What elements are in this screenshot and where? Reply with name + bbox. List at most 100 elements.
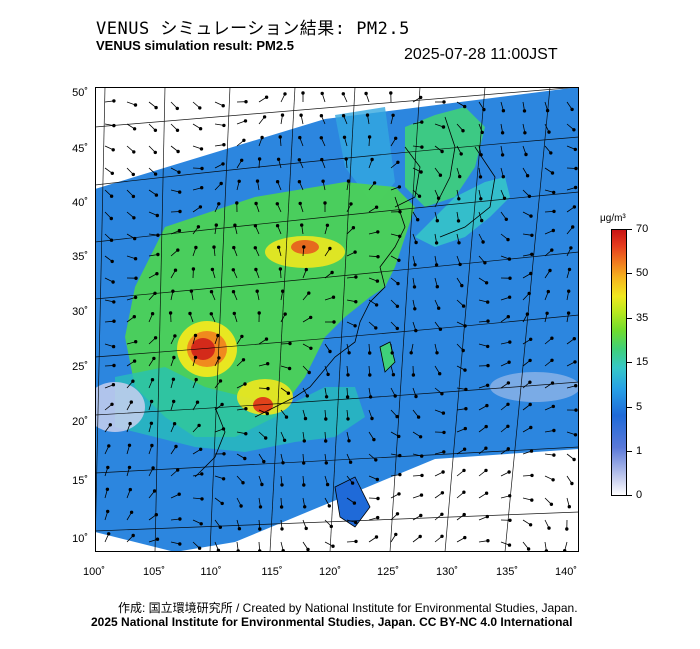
wind-arrow-head <box>571 225 575 229</box>
colorbar-tick <box>627 229 632 230</box>
wind-arrow-head <box>176 149 180 154</box>
colorbar-tick <box>627 362 632 363</box>
wind-arrow-head <box>458 262 462 267</box>
wind-arrow-head <box>486 539 490 543</box>
wind-arrow-head <box>567 505 571 509</box>
wind-arrow-head <box>198 106 202 110</box>
colorbar-label-0: 0 <box>636 489 643 501</box>
wind-arrow-head <box>152 356 156 361</box>
wind-arrow-head <box>375 477 379 482</box>
wind-arrow-head <box>463 324 467 328</box>
wind-arrow-head <box>191 267 196 271</box>
wind-arrow-head <box>299 113 303 117</box>
lon-label-120: 120˚ <box>318 566 342 578</box>
wind-arrow-head <box>436 196 441 200</box>
wind-arrow-head <box>150 443 154 448</box>
map-title-japanese: VENUS シミュレーション結果: PM2.5 <box>96 19 410 39</box>
wind-arrow-head <box>222 143 226 147</box>
wind-arrow-head <box>198 447 203 451</box>
wind-arrow-head <box>127 465 132 470</box>
wind-arrow-head <box>413 307 417 311</box>
wind-arrow-head <box>395 326 399 331</box>
wind-arrow-head <box>302 439 306 443</box>
wind-arrow-head <box>484 424 488 429</box>
wind-arrow-head <box>552 453 556 457</box>
wind-arrow-head <box>572 205 577 209</box>
wind-arrow-head <box>376 515 380 520</box>
license-line: 2025 National Institute for Environmenta… <box>91 615 573 629</box>
wind-arrow-head <box>151 466 155 470</box>
wind-arrow-head <box>341 114 346 118</box>
wind-arrow-head <box>240 334 244 339</box>
wind-arrow-head <box>235 201 239 205</box>
wind-arrow-head <box>197 423 201 428</box>
wind-arrow-head <box>485 514 489 519</box>
wind-arrow-head <box>155 213 159 218</box>
wind-arrow-head <box>573 360 577 364</box>
wind-arrow-head <box>376 496 380 501</box>
colorbar-label-1: 1 <box>636 445 643 457</box>
wind-arrow-head <box>552 190 556 195</box>
wind-arrow-head <box>397 434 401 439</box>
wind-arrow-head <box>308 315 313 320</box>
wind-arrow-head <box>132 216 136 220</box>
wind-arrow-head <box>348 460 353 464</box>
wind-arrow-head <box>253 224 258 228</box>
wind-arrow-head <box>365 113 370 117</box>
wind-arrow-head <box>485 403 489 408</box>
wind-arrow-head <box>320 157 324 162</box>
wind-arrow-head <box>506 314 510 319</box>
wind-arrow-head <box>563 549 567 552</box>
wind-arrow-head <box>171 377 176 381</box>
wind-arrow-head <box>354 299 358 304</box>
colorbar-tick <box>627 451 632 452</box>
wind-arrow-head <box>284 415 289 419</box>
wind-arrow-head <box>545 108 550 113</box>
wind-arrow-head <box>154 105 158 110</box>
wind-arrow-head <box>506 447 510 451</box>
lat-label-45: 45˚ <box>72 143 88 155</box>
wind-arrow-head <box>172 422 177 426</box>
wind-arrow-head <box>420 454 424 458</box>
wind-arrow-head <box>442 100 446 104</box>
wind-arrow-head <box>221 477 226 481</box>
wind-arrow-head <box>112 300 116 304</box>
colorbar-tick <box>627 407 632 408</box>
wind-arrow-head <box>547 526 551 530</box>
lon-label-130: 130˚ <box>435 566 459 578</box>
wind-arrow-head <box>188 311 192 316</box>
wind-arrow-head <box>301 461 306 465</box>
wind-arrow-head <box>434 263 439 267</box>
wind-arrow-head <box>573 147 577 152</box>
wind-arrow-head <box>419 493 424 497</box>
wind-arrow-head <box>523 131 527 135</box>
pm25-map <box>95 87 579 552</box>
wind-arrow-head <box>486 363 490 368</box>
wind-arrow-head <box>479 197 483 201</box>
wind-arrow-head <box>550 171 555 175</box>
wind-arrow-head <box>133 236 137 241</box>
lon-label-115: 115˚ <box>261 566 283 578</box>
wind-arrow-head <box>370 416 374 421</box>
wind-arrow-head <box>196 225 201 229</box>
wind-arrow-head <box>198 127 203 131</box>
wind-arrow-head <box>485 383 490 387</box>
wind-arrow-head <box>199 185 204 190</box>
wind-arrow-head <box>508 340 512 344</box>
wind-arrow-head <box>154 513 158 517</box>
wind-arrow-head <box>194 245 198 250</box>
wind-arrow-head <box>478 175 483 179</box>
wind-arrow-head <box>110 259 114 264</box>
wind-arrow-head <box>193 355 198 360</box>
wind-arrow-head <box>177 190 182 194</box>
wind-arrow-head <box>435 218 439 223</box>
wind-arrow-head <box>244 432 248 436</box>
lat-label-40: 40˚ <box>72 197 88 209</box>
wind-arrow-head <box>420 120 424 124</box>
wind-arrow-head <box>244 407 248 411</box>
wind-arrow-head <box>414 394 418 399</box>
wind-arrow-head <box>550 248 554 252</box>
lat-label-30: 30˚ <box>72 306 88 318</box>
wind-arrow-head <box>456 219 461 223</box>
wind-arrow-head <box>305 394 309 398</box>
